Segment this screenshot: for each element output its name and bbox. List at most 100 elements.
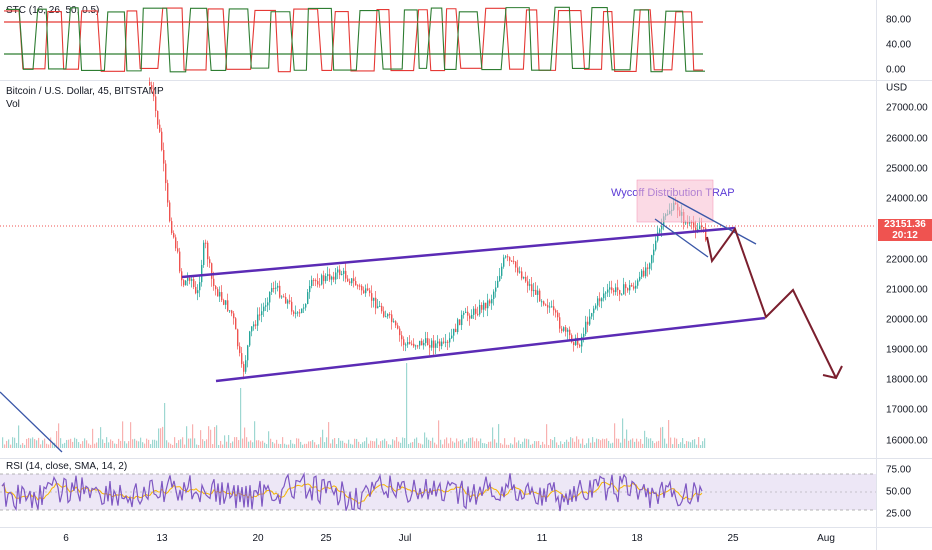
volume-bar xyxy=(296,438,298,448)
volume-bar xyxy=(440,439,442,448)
volume-bar xyxy=(18,425,20,448)
volume-bar xyxy=(238,440,240,448)
volume-bar xyxy=(362,442,364,448)
stc-legend[interactable]: STC (16, 26, 50, 0.5) xyxy=(6,5,100,16)
candle-body xyxy=(427,338,429,346)
flag-upper-line[interactable] xyxy=(667,195,757,245)
volume-bar xyxy=(88,443,90,448)
volume-bar xyxy=(306,443,308,448)
stc-separator[interactable] xyxy=(0,80,932,81)
candle-body xyxy=(605,292,607,294)
volume-bar xyxy=(290,439,292,448)
volume-bar xyxy=(98,438,100,448)
volume-bar xyxy=(250,440,252,448)
price-tick-25000: 25000.00 xyxy=(886,163,928,175)
candle-body xyxy=(387,314,389,317)
candle-body xyxy=(499,275,501,281)
volume-bar xyxy=(122,421,124,448)
volume-legend[interactable]: Vol xyxy=(6,99,20,110)
candle-body xyxy=(303,307,305,309)
stc-tick-0: 0.00 xyxy=(886,64,906,76)
candle-body xyxy=(225,300,227,305)
channel-lower-line[interactable] xyxy=(215,316,766,383)
volume-bar xyxy=(360,444,362,448)
volume-bar xyxy=(638,441,640,448)
volume-bar xyxy=(448,443,450,448)
candle-body xyxy=(167,183,169,203)
candle-body xyxy=(179,251,181,272)
candle-body xyxy=(283,296,285,298)
volume-bar xyxy=(194,438,196,448)
volume-bar xyxy=(288,444,290,448)
volume-bar xyxy=(6,440,8,448)
volume-bar xyxy=(562,444,564,448)
volume-bar xyxy=(270,438,272,448)
symbol-legend[interactable]: Bitcoin / U.S. Dollar, 45, BITSTAMP xyxy=(6,86,164,97)
volume-bar xyxy=(574,441,576,448)
volume-bar xyxy=(462,439,464,448)
volume-bar xyxy=(36,440,38,448)
volume-bar xyxy=(164,403,166,448)
candle-body xyxy=(579,344,581,347)
candle-body xyxy=(249,331,251,346)
candle-body xyxy=(599,298,601,302)
volume-bar xyxy=(14,437,16,448)
volume-bar xyxy=(388,444,390,448)
volume-bar xyxy=(316,444,318,448)
candle-body xyxy=(305,304,307,308)
price-panel[interactable]: Bitcoin / U.S. Dollar, 45, BITSTAMP Vol xyxy=(0,81,932,458)
rsi-panel[interactable]: RSI (14, close, SMA, 14, 2) xyxy=(0,459,932,527)
volume-bar xyxy=(38,437,40,448)
volume-bar xyxy=(422,444,424,448)
volume-bar xyxy=(150,444,152,448)
price-tick-17000: 17000.00 xyxy=(886,404,928,416)
chart-graphics[interactable] xyxy=(0,0,876,527)
candle-body xyxy=(435,343,437,348)
candle-body xyxy=(333,276,335,280)
volume-bar xyxy=(286,444,288,448)
candle-body xyxy=(453,328,455,336)
volume-bar xyxy=(268,431,270,448)
volume-bar xyxy=(102,439,104,448)
candle-body xyxy=(541,301,543,303)
candle-body xyxy=(271,288,273,292)
candle-body xyxy=(353,278,355,282)
volume-bar xyxy=(468,438,470,448)
candle-body xyxy=(637,280,639,286)
projection-arrow-head xyxy=(822,365,843,380)
stc-panel[interactable]: STC (16, 26, 50, 0.5) xyxy=(0,0,932,80)
time-label-aug: Aug xyxy=(817,533,835,544)
volume-bar xyxy=(60,438,62,448)
volume-bar xyxy=(600,440,602,448)
candle-body xyxy=(409,342,411,344)
volume-bar xyxy=(586,443,588,448)
volume-bar xyxy=(592,437,594,448)
price-axis-divider[interactable] xyxy=(876,0,877,550)
volume-bar xyxy=(232,441,234,448)
volume-bar xyxy=(28,437,30,448)
volume-bar xyxy=(682,438,684,448)
projection-path[interactable] xyxy=(706,226,837,379)
volume-bar xyxy=(416,437,418,448)
candle-body xyxy=(517,267,519,273)
candle-body xyxy=(373,297,375,301)
volume-bar xyxy=(202,439,204,448)
channel-upper-line[interactable] xyxy=(181,226,736,279)
candle-body xyxy=(355,281,357,286)
flag-lower-line[interactable] xyxy=(654,218,709,258)
volume-bar xyxy=(350,443,352,448)
downtrend-line[interactable] xyxy=(0,391,63,453)
volume-bar xyxy=(314,442,316,448)
candle-body xyxy=(611,287,613,291)
volume-bar xyxy=(292,443,294,448)
volume-bar xyxy=(240,388,242,448)
candle-body xyxy=(187,277,189,281)
candle-body xyxy=(375,297,377,309)
wyckoff-zone[interactable] xyxy=(636,179,714,223)
volume-bar xyxy=(22,443,24,448)
currency-label: USD xyxy=(886,82,908,94)
volume-bar xyxy=(304,443,306,448)
rsi-legend[interactable]: RSI (14, close, SMA, 14, 2) xyxy=(6,461,128,472)
rsi-separator[interactable] xyxy=(0,458,932,459)
volume-bar xyxy=(72,441,74,448)
